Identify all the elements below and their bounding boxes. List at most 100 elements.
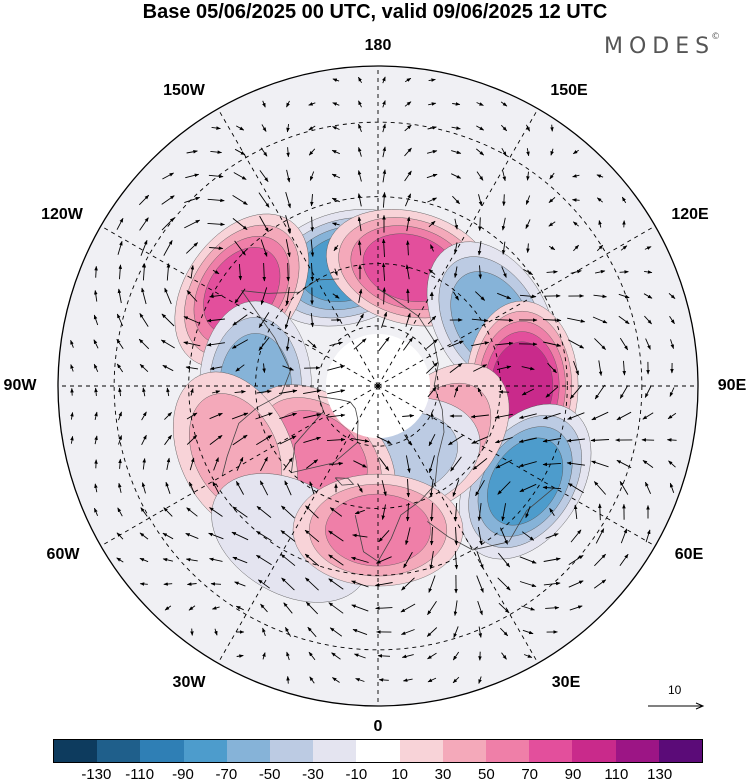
wind-arrow	[207, 222, 225, 227]
wind-arrow	[452, 676, 460, 684]
wind-arrow	[473, 364, 488, 372]
wind-arrow	[381, 262, 386, 281]
wind-arrow	[186, 435, 198, 445]
wind-arrow	[351, 604, 369, 612]
wind-arrow	[620, 528, 628, 544]
wind-arrow	[477, 240, 482, 256]
wind-arrow	[139, 313, 149, 327]
wind-arrow	[310, 262, 315, 282]
wind-arrow	[208, 532, 224, 540]
wind-arrow	[283, 602, 293, 614]
wind-arrow	[542, 462, 562, 467]
wind-arrow	[382, 76, 386, 84]
wind-arrow	[327, 413, 346, 418]
wind-arrow	[428, 269, 436, 275]
wind-arrow	[470, 414, 489, 419]
wind-arrow	[542, 438, 561, 443]
wind-arrow	[209, 366, 222, 371]
wind-arrow	[545, 533, 559, 539]
wind-arrow	[188, 481, 196, 495]
wind-arrow	[353, 653, 366, 659]
wind-arrow	[286, 147, 290, 158]
wind-arrow	[429, 526, 434, 546]
wind-arrow	[477, 600, 483, 616]
wind-arrow	[382, 100, 386, 108]
wind-arrow	[381, 311, 387, 328]
wind-arrow	[519, 294, 537, 299]
colorbar-tick: -110	[125, 766, 155, 783]
wind-arrow	[451, 173, 462, 179]
wind-arrow	[309, 171, 315, 181]
wind-arrow	[526, 243, 530, 254]
wind-arrow	[232, 218, 248, 230]
wind-arrow	[351, 580, 369, 588]
wind-arrow	[138, 338, 150, 350]
wind-arrow	[93, 339, 99, 349]
wind-arrow	[310, 194, 314, 207]
wind-arrow	[185, 557, 198, 562]
wind-arrow	[327, 389, 346, 395]
coastline	[354, 288, 445, 562]
wind-arrow	[374, 582, 393, 587]
wind-arrow	[234, 148, 246, 156]
wind-arrow	[206, 342, 225, 347]
wind-arrow	[117, 240, 123, 255]
wind-arrow	[644, 386, 652, 398]
wind-arrow	[331, 652, 341, 660]
wind-arrow	[234, 288, 246, 304]
wind-arrow	[116, 338, 124, 350]
wind-arrow	[256, 434, 273, 446]
wind-arrow	[405, 455, 411, 474]
wind-arrow	[328, 602, 344, 614]
wind-arrow	[498, 602, 510, 614]
colorbar-tick: 30	[434, 766, 452, 783]
wind-arrow	[521, 366, 535, 371]
wind-arrow	[645, 338, 651, 350]
wind-arrow	[449, 363, 463, 373]
wind-arrow	[262, 100, 266, 108]
wind-arrow	[494, 413, 513, 419]
wind-arrow	[378, 678, 389, 682]
wind-arrow	[186, 582, 197, 586]
wind-arrow	[572, 221, 579, 227]
wind-arrow	[453, 502, 458, 522]
wind-arrow	[141, 482, 146, 494]
meridian-line	[377, 385, 656, 547]
colorbar-swatch	[529, 740, 573, 762]
colorbar-tick: 10	[391, 766, 408, 783]
wind-arrow	[429, 551, 434, 570]
wind-arrow	[545, 386, 559, 398]
wind-arrow	[163, 582, 173, 586]
wind-arrow	[501, 147, 507, 157]
wind-arrow	[573, 360, 579, 376]
wind-arrow	[209, 412, 223, 420]
wind-arrow	[332, 78, 340, 82]
wind-arrow	[621, 196, 627, 204]
wind-arrow	[256, 506, 272, 518]
wind-arrow	[350, 556, 369, 563]
wind-arrow	[93, 314, 99, 326]
wind-arrow	[427, 126, 437, 130]
wind-arrow	[118, 482, 122, 493]
wind-arrow	[93, 507, 99, 516]
wind-arrow	[620, 245, 628, 251]
wind-arrow	[472, 458, 488, 470]
wind-arrow	[329, 507, 343, 517]
wind-arrow	[357, 170, 362, 182]
wind-arrow	[448, 434, 464, 446]
colorbar-swatch	[54, 740, 98, 762]
wind-arrow	[497, 552, 511, 568]
wind-arrow	[257, 579, 270, 589]
wind-arrow	[162, 364, 174, 372]
wind-arrow	[118, 458, 122, 469]
wind-arrow	[402, 414, 415, 418]
wind-arrow	[352, 533, 368, 538]
wind-arrow	[70, 411, 74, 420]
wind-arrow	[618, 315, 630, 325]
wind-arrow	[569, 385, 583, 400]
wind-arrow	[351, 437, 370, 443]
wind-arrow	[258, 312, 270, 328]
wind-arrow	[378, 336, 390, 351]
colorbar-swatch	[226, 740, 271, 762]
wind-arrow	[478, 194, 483, 207]
